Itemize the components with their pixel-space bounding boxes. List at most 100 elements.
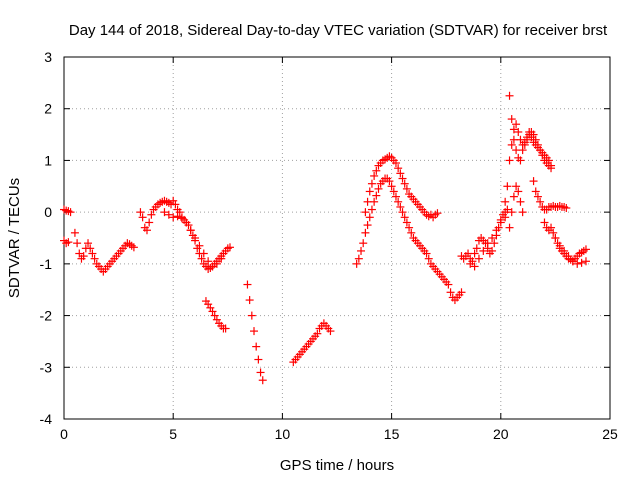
data-point xyxy=(169,213,178,222)
data-point xyxy=(516,197,525,206)
data-point xyxy=(533,192,542,201)
x-tick-label: 10 xyxy=(275,426,291,442)
data-point xyxy=(536,146,545,155)
data-point xyxy=(509,192,518,201)
x-axis-label: GPS time / hours xyxy=(280,457,394,474)
data-point xyxy=(422,249,431,258)
data-point xyxy=(547,164,556,173)
data-point xyxy=(365,187,374,196)
data-point xyxy=(361,228,370,237)
data-point xyxy=(470,262,479,271)
data-point xyxy=(405,223,414,232)
data-point xyxy=(507,140,516,149)
data-segment xyxy=(60,236,73,248)
data-point xyxy=(243,280,252,289)
data-point xyxy=(505,156,514,165)
data-point xyxy=(75,249,84,258)
y-tick-label: 0 xyxy=(44,204,52,220)
data-point xyxy=(501,197,510,206)
data-point xyxy=(540,218,549,227)
data-point xyxy=(400,179,409,188)
data-point xyxy=(394,164,403,173)
data-point xyxy=(551,234,560,242)
data-point xyxy=(444,280,453,289)
data-point xyxy=(564,252,573,261)
data-point xyxy=(566,255,575,264)
data-point xyxy=(359,239,368,248)
data-point xyxy=(156,198,165,207)
data-point xyxy=(70,228,79,237)
data-segment xyxy=(201,297,230,333)
data-point xyxy=(396,202,405,211)
data-point xyxy=(79,252,88,261)
data-point xyxy=(581,245,590,254)
x-tick-label: 20 xyxy=(493,426,509,442)
data-point xyxy=(488,234,497,242)
data-point xyxy=(129,243,138,252)
data-point xyxy=(507,208,516,217)
data-point xyxy=(374,184,383,193)
data-point xyxy=(182,218,191,227)
data-point xyxy=(173,212,182,221)
data-point xyxy=(398,208,407,217)
data-point xyxy=(385,177,394,186)
data-point xyxy=(221,324,230,333)
data-point xyxy=(400,213,409,222)
data-point xyxy=(538,151,547,160)
data-point xyxy=(483,239,492,248)
data-point xyxy=(204,257,213,266)
data-point xyxy=(363,221,372,230)
x-tick-label: 25 xyxy=(602,426,618,442)
data-point xyxy=(424,254,433,263)
data-point xyxy=(208,307,217,316)
data-point xyxy=(514,127,523,136)
data-point xyxy=(424,212,433,221)
y-tick-label: -4 xyxy=(40,411,53,427)
data-point xyxy=(212,315,221,324)
data-point xyxy=(66,208,75,217)
plot-frame xyxy=(63,56,611,420)
data-point xyxy=(402,184,411,193)
data-point xyxy=(136,208,145,217)
data-point xyxy=(354,254,363,263)
data-point xyxy=(326,327,335,336)
data-point xyxy=(164,210,173,219)
y-tick-labels: -4 -3 -2 -1 0 1 2 3 xyxy=(40,49,53,427)
data-point xyxy=(247,311,256,320)
data-point xyxy=(361,208,370,217)
data-point xyxy=(555,201,564,210)
data-point xyxy=(562,204,571,213)
data-point xyxy=(503,205,512,214)
y-tick-label: 3 xyxy=(44,49,52,65)
y-axis-label: SDTVAR / TECUs xyxy=(6,178,23,298)
data-point xyxy=(357,246,366,255)
data-point xyxy=(394,197,403,206)
data-point xyxy=(402,218,411,227)
data-point xyxy=(505,223,514,232)
data-point xyxy=(391,159,400,168)
data-point xyxy=(555,241,564,250)
data-point xyxy=(372,191,381,200)
data-point xyxy=(512,182,521,191)
data-point xyxy=(258,376,267,385)
data-point xyxy=(529,177,538,186)
data-segment xyxy=(60,205,75,217)
data-segment xyxy=(289,319,335,367)
data-point xyxy=(492,226,501,235)
data-point xyxy=(531,135,540,144)
data-point xyxy=(250,327,259,336)
data-series xyxy=(60,91,590,385)
data-segment xyxy=(551,234,590,268)
data-point xyxy=(577,258,586,267)
data-segment xyxy=(70,228,99,263)
y-tick-label: -3 xyxy=(40,359,53,375)
data-point xyxy=(523,135,532,144)
x-tick-labels: 0 5 10 15 20 25 xyxy=(60,426,618,442)
data-point xyxy=(164,198,173,207)
data-point xyxy=(581,257,590,266)
data-point xyxy=(472,244,481,253)
data-point xyxy=(73,239,82,248)
data-point xyxy=(191,234,200,242)
data-point xyxy=(365,213,374,222)
